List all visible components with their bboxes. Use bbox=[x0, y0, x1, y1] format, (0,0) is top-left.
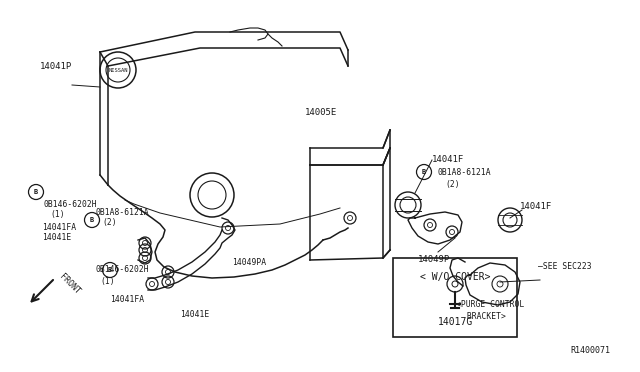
Text: NISSAN: NISSAN bbox=[108, 67, 128, 73]
Text: —SEE SEC223: —SEE SEC223 bbox=[538, 262, 591, 271]
Text: B: B bbox=[90, 217, 94, 223]
Text: B: B bbox=[422, 169, 426, 175]
Bar bbox=[393, 258, 517, 337]
Text: 14041F: 14041F bbox=[520, 202, 552, 211]
Text: 14049P: 14049P bbox=[418, 255, 451, 264]
Text: (1): (1) bbox=[100, 277, 115, 286]
Text: 0B1A8-6121A: 0B1A8-6121A bbox=[437, 168, 491, 177]
Text: 14041FA: 14041FA bbox=[110, 295, 144, 304]
Text: 0B146-6202H: 0B146-6202H bbox=[95, 265, 148, 274]
Text: 0B146-6202H: 0B146-6202H bbox=[44, 200, 98, 209]
Text: (2): (2) bbox=[445, 180, 460, 189]
Text: BRACKET>: BRACKET> bbox=[462, 312, 506, 321]
Text: (2): (2) bbox=[102, 218, 116, 227]
Text: 14017G: 14017G bbox=[437, 317, 472, 327]
Text: 14049PA: 14049PA bbox=[232, 258, 266, 267]
Text: R1400071: R1400071 bbox=[570, 346, 610, 355]
Text: <PURGE CONTROL: <PURGE CONTROL bbox=[456, 300, 524, 309]
Text: 14041FA: 14041FA bbox=[42, 223, 76, 232]
Text: FRONT: FRONT bbox=[58, 272, 82, 296]
Text: 14041P: 14041P bbox=[40, 62, 72, 71]
Text: 14041F: 14041F bbox=[432, 155, 464, 164]
Text: B: B bbox=[34, 189, 38, 195]
Text: 14041E: 14041E bbox=[42, 233, 71, 242]
Text: < W/O COVER>: < W/O COVER> bbox=[420, 272, 490, 282]
Text: (1): (1) bbox=[50, 210, 65, 219]
Text: B: B bbox=[108, 267, 112, 273]
Text: 14041E: 14041E bbox=[180, 310, 209, 319]
Text: 14005E: 14005E bbox=[305, 108, 337, 117]
Text: 0B1A8-6121A: 0B1A8-6121A bbox=[96, 208, 150, 217]
